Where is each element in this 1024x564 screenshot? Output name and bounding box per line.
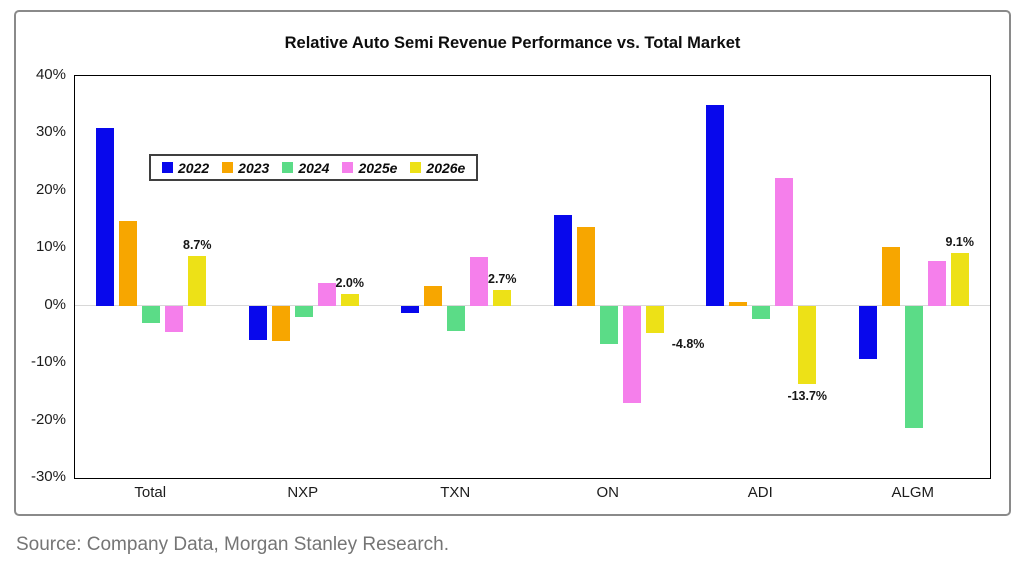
x-category-label: TXN [440, 484, 471, 501]
bar-2026e-txn [493, 290, 512, 306]
legend-swatch-2022 [162, 162, 173, 173]
y-tick-label: 0% [44, 295, 66, 313]
legend-label-2023: 2023 [238, 159, 270, 176]
bar-2024-nxp [294, 305, 313, 317]
legend-swatch-2024 [282, 162, 294, 173]
legend-label-2022: 2022 [178, 159, 210, 176]
y-tick-label: -10% [30, 353, 66, 371]
bar-2022-total [96, 127, 115, 306]
bar-2024-total [142, 305, 161, 323]
legend-item-2022: 2022 [162, 160, 209, 176]
data-label-on: -4.8% [671, 337, 705, 352]
y-tick-label: 20% [35, 180, 66, 198]
y-tick-label: 10% [35, 238, 66, 256]
legend-label-2025e: 2025e [358, 159, 398, 176]
plot-area: 2022 2023 2024 2025e 2026e 8.7% 2.0% 2.7% -4.8%… [74, 75, 991, 479]
bar-2022-adi [706, 104, 725, 306]
x-category-label: Total [134, 484, 167, 501]
y-tick-label: 30% [35, 123, 66, 141]
zero-gridline [75, 305, 990, 307]
legend-item-2025e: 2025e [342, 160, 397, 176]
bar-2024-algm [904, 305, 923, 429]
x-category-label: NXP [287, 484, 319, 501]
bar-2026e-adi [798, 305, 817, 385]
bar-2023-adi [729, 302, 748, 306]
legend-swatch-2025e [342, 162, 354, 173]
bar-2025e-total [165, 305, 184, 333]
legend: 2022 2023 2024 2025e 2026e [149, 154, 479, 181]
bar-2025e-nxp [317, 282, 336, 306]
y-tick-label: -30% [30, 468, 66, 485]
bar-2022-on [553, 214, 572, 306]
bar-2025e-on [622, 305, 641, 404]
data-label-txn: 2.7% [488, 272, 517, 287]
x-category-label: ON [596, 484, 620, 501]
y-tick-label: 40% [35, 66, 66, 83]
data-label-total: 8.7% [183, 237, 212, 252]
legend-item-2023: 2023 [222, 160, 269, 176]
x-category-label: ADI [747, 484, 773, 501]
bar-2026e-nxp [340, 294, 359, 306]
legend-swatch-2026e [410, 162, 422, 173]
legend-label-2024: 2024 [298, 159, 330, 176]
bar-2026e-algm [950, 253, 969, 306]
bar-2024-on [599, 305, 618, 345]
bar-2023-total [119, 221, 138, 306]
legend-item-2024: 2024 [282, 160, 329, 176]
data-label-nxp: 2.0% [335, 276, 365, 291]
bar-2022-txn [401, 305, 420, 314]
legend-label-2026e: 2026e [426, 159, 466, 176]
bar-2023-algm [881, 246, 900, 306]
data-label-adi: -13.7% [787, 389, 828, 404]
legend-item-2026e: 2026e [410, 160, 465, 176]
chart-frame: Relative Auto Semi Revenue Performance v… [14, 10, 1011, 516]
data-label-algm: 9.1% [945, 235, 975, 250]
bar-2024-adi [752, 305, 771, 319]
chart-title: Relative Auto Semi Revenue Performance v… [284, 34, 741, 52]
source-line: Source: Company Data, Morgan Stanley Res… [16, 534, 449, 555]
legend-swatch-2023 [222, 162, 234, 173]
x-category-label: ALGM [891, 484, 934, 501]
bar-2022-nxp [248, 305, 267, 341]
bar-2023-txn [424, 285, 443, 306]
bar-2022-algm [858, 305, 877, 360]
bar-2024-txn [447, 305, 466, 331]
bar-2025e-txn [470, 257, 489, 306]
bar-2023-on [576, 227, 595, 306]
bar-2025e-adi [775, 177, 794, 306]
bar-2025e-algm [927, 260, 946, 306]
bar-2026e-on [645, 305, 664, 334]
bar-2026e-total [188, 255, 207, 306]
y-tick-label: -20% [30, 410, 66, 428]
bar-2023-nxp [271, 305, 290, 342]
